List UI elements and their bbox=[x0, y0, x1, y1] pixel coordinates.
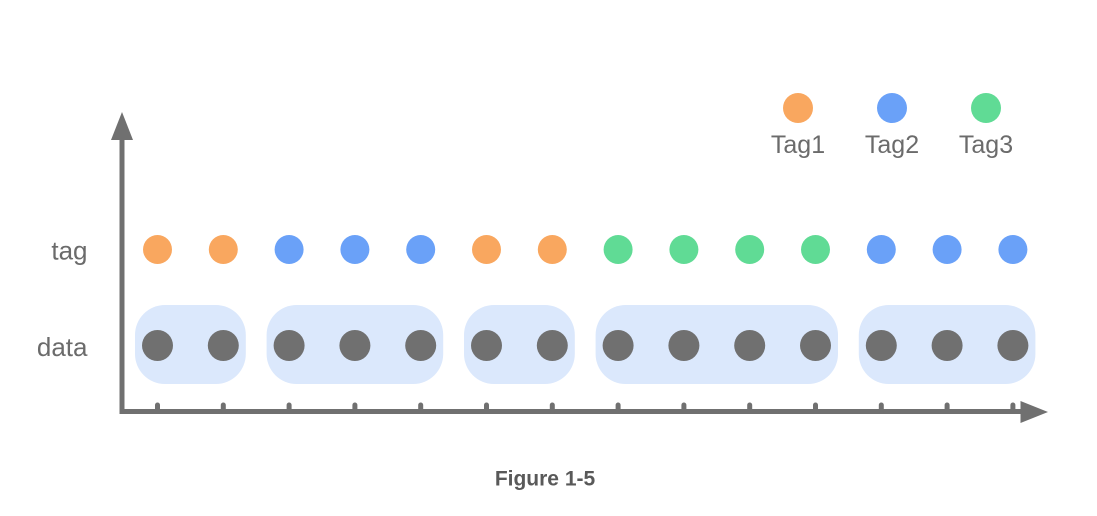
svg-text:Tag2: Tag2 bbox=[865, 131, 919, 159]
svg-text:data: data bbox=[37, 332, 88, 362]
svg-text:Figure 1-5: Figure 1-5 bbox=[495, 468, 596, 491]
svg-text:tag: tag bbox=[51, 236, 87, 266]
svg-text:Tag3: Tag3 bbox=[959, 131, 1013, 159]
svg-text:Tag1: Tag1 bbox=[771, 131, 825, 159]
